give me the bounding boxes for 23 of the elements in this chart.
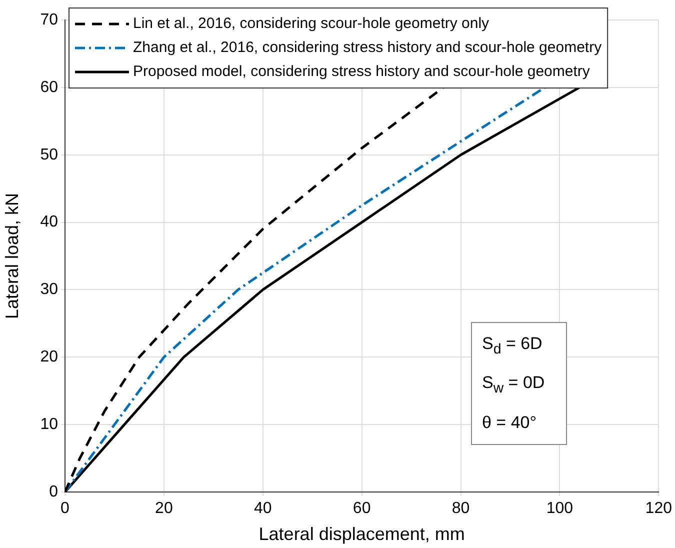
annotation: θ = 40°	[482, 412, 538, 434]
y-tick-label: 70	[40, 11, 58, 28]
legend-label: Zhang et al., 2016, considering stress history and scour-hole geometry	[133, 39, 602, 56]
y-tick-label: 50	[40, 146, 58, 164]
y-tick-label: 10	[40, 416, 58, 433]
x-tick-label: 40	[254, 500, 272, 518]
annotation: S$_{d}$ = 6D	[482, 333, 544, 360]
x-tick-label: 20	[155, 500, 173, 518]
y-tick-label: 30	[40, 281, 58, 298]
annotation: S$_{w}$ = 0D	[482, 372, 546, 399]
x-tick-label: 120	[645, 500, 672, 518]
y-axis-title: Lateral load, kN	[2, 192, 22, 320]
x-tick-label: 100	[546, 500, 574, 518]
y-tick-label: 20	[40, 348, 58, 366]
y-tick-label: 40	[40, 214, 58, 231]
legend-label: Proposed model, considering stress history and scour-hole geometry	[133, 63, 590, 80]
x-tick-label: 0	[60, 500, 70, 518]
legend-label: Lin et al., 2016, considering scour-hole geometry only	[133, 15, 490, 32]
x-axis-title: Lateral displacement, mm	[258, 524, 465, 544]
x-tick-label: 80	[452, 500, 470, 518]
y-tick-label: 60	[40, 78, 58, 96]
x-tick-label: 60	[352, 500, 371, 518]
y-tick-label: 0	[49, 483, 58, 500]
